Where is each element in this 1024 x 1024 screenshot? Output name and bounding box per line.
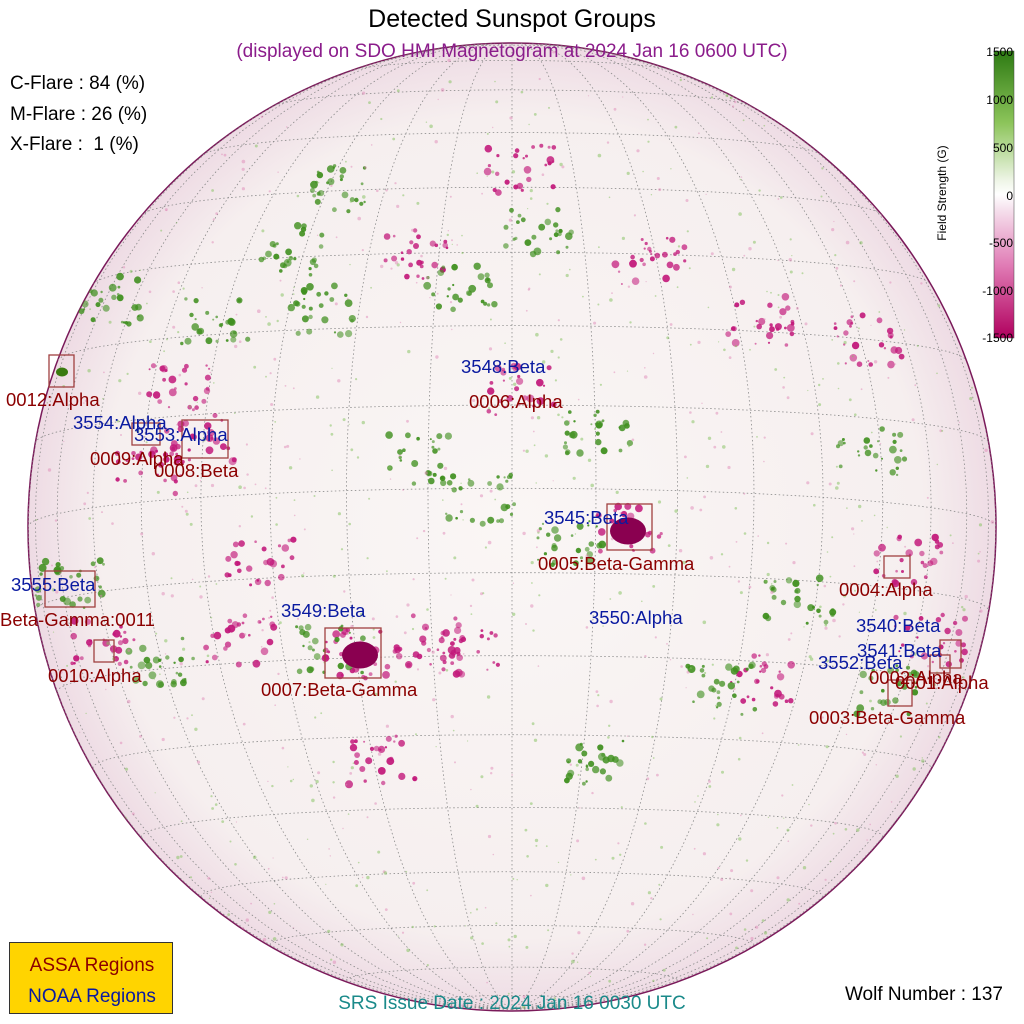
noaa-region-label: 3548:Beta <box>461 356 546 377</box>
colorbar-tick: -1500 <box>982 331 1013 345</box>
assa-region-label: 0009:Alpha <box>90 448 184 469</box>
region-boxes <box>44 354 962 707</box>
colorbar-tick: -1000 <box>982 284 1013 298</box>
chart-title: Detected Sunspot Groups <box>368 5 656 33</box>
parallel-line <box>92 734 932 769</box>
noaa-region-label: 3549:Beta <box>281 600 366 621</box>
region-box <box>48 354 75 388</box>
noaa-region-label: 3541:Beta <box>857 640 942 661</box>
assa-region-label: 0002:Alpha <box>869 667 963 688</box>
region-box <box>44 570 96 608</box>
meridian-line <box>511 73 990 1010</box>
assa-region-label: 0012:Alpha <box>6 389 100 410</box>
colorbar-tick: 1000 <box>986 93 1013 107</box>
noaa-region-label: 3545:Beta <box>544 507 629 528</box>
meridian-line <box>511 43 678 1010</box>
parallel-line <box>140 807 884 838</box>
meridian-line <box>511 44 884 1010</box>
region-box <box>93 639 115 663</box>
region-box <box>887 679 913 707</box>
meridian-line <box>511 43 597 1010</box>
assa-region-label: 0006:Alpha <box>469 391 563 412</box>
meridian-line <box>140 44 513 1010</box>
x-flare-probability: X-Flare : 1 (%) <box>10 134 139 155</box>
colorbar-tick: 1500 <box>986 45 1013 59</box>
parallel-line <box>427 995 597 1003</box>
region-box <box>606 503 653 551</box>
noaa-region-label: 3553:Alpha <box>134 424 228 445</box>
assa-region-label: 0010:Alpha <box>48 665 142 686</box>
colorbar <box>993 50 1015 339</box>
meridian-line <box>28 426 513 1010</box>
assa-region-label: 0007:Beta-Gamma <box>261 679 418 700</box>
region-legend: ASSA Regions NOAA Regions <box>9 942 173 1014</box>
meridian-line <box>511 43 755 1010</box>
sunspot-umbra <box>56 367 68 377</box>
region-box <box>929 654 951 674</box>
colorbar-tick: 0 <box>1006 189 1013 203</box>
parallel-line <box>269 925 755 945</box>
legend-assa: ASSA Regions <box>29 955 155 976</box>
parallel-line <box>141 186 883 216</box>
parallel-line <box>35 404 989 444</box>
assa-region-label: 0008:Beta <box>154 460 239 481</box>
sunspot-umbra <box>342 641 378 669</box>
meridian-line <box>34 73 513 1010</box>
noaa-region-label: 3555:Beta <box>11 574 96 595</box>
legend-noaa: NOAA Regions <box>28 986 156 1007</box>
region-box <box>181 419 229 459</box>
assa-region-label: 0001:Alpha <box>895 674 989 693</box>
colorbar-title: Field Strength (G) <box>935 145 949 241</box>
meridian-line <box>511 426 996 1010</box>
wolf-number: Wolf Number : 137 <box>844 984 1003 1005</box>
chart-subtitle: (displayed on SDO HMI Magnetogram at 202… <box>236 41 788 62</box>
noaa-region-label: 3550:Alpha <box>589 607 683 628</box>
parallel-line <box>271 89 753 108</box>
colorbar-tick: -500 <box>988 236 1013 250</box>
noaa-region-label: 3554:Alpha <box>73 412 167 433</box>
parallel-line <box>202 132 822 156</box>
parallel-line <box>349 60 675 72</box>
m-flare-probability: M-Flare : 26 (%) <box>10 104 148 125</box>
sunspot-umbra <box>610 517 646 545</box>
meridian-line <box>427 43 513 1010</box>
assa-region-label: 0011:Beta-Gamma <box>0 611 155 630</box>
parallel-line <box>200 871 824 897</box>
noaa-region-label: 3552:Beta <box>818 652 903 673</box>
region-box <box>131 422 161 446</box>
assa-region-label: 0005:Beta-Gamma <box>538 553 695 574</box>
assa-region-label: 0003:Beta-Gamma <box>809 707 966 728</box>
parallel-line <box>56 655 968 693</box>
meridian-line <box>269 43 513 1010</box>
colorbar-tick: 500 <box>992 141 1013 155</box>
region-box <box>883 555 911 579</box>
meridian-line <box>511 51 968 1010</box>
assa-region-label: 0004:Alpha <box>839 579 933 600</box>
srs-issue-date: SRS Issue Date : 2024 Jan 16 0030 UTC <box>338 993 686 1014</box>
region-box <box>324 627 382 679</box>
noaa-region-label: 3540:Beta <box>856 615 941 636</box>
meridian-line <box>346 43 513 1010</box>
heliographic-grid <box>28 43 996 1010</box>
parallel-line <box>28 487 996 528</box>
c-flare-probability: C-Flare : 84 (%) <box>10 73 146 94</box>
